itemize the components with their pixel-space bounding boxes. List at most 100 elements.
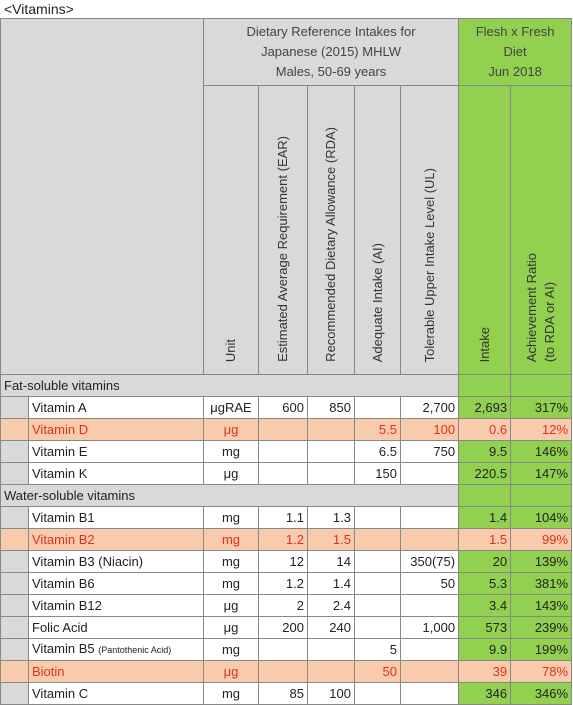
name-text: Vitamin B5 (32, 641, 95, 656)
data-row: Vitamin B2 mg 1.2 1.5 1.5 99% (0, 528, 573, 551)
data-row: Folic Acid μg 200 240 1,000 573 239% (0, 616, 573, 639)
data-row: Vitamin B12 μg 2 2.4 3.4 143% (0, 594, 573, 617)
cell-ear (258, 638, 308, 661)
cell-unit: μgRAE (203, 396, 259, 419)
cell-unit: μg (203, 418, 259, 441)
cell-rda: 100 (307, 682, 355, 705)
vitamins-table: Dietary Reference Intakes for Japanese (2… (0, 18, 573, 705)
indent-cell (0, 440, 29, 463)
cell-ai (354, 594, 401, 617)
column-header-text: Recommended Dietary Allowance (RDA) (322, 127, 340, 362)
cell-intake: 1.4 (458, 506, 512, 529)
header-line: Jun 2018 (488, 64, 542, 79)
column-header: Estimated Average Requirement (EAR) (258, 85, 308, 375)
column-header-text: Adequate Intake (AI) (369, 243, 387, 362)
cell-ear: 600 (258, 396, 308, 419)
cell-ear: 200 (258, 616, 308, 639)
column-header-text: Intake (476, 327, 494, 362)
data-row: Vitamin B5 (Pantothenic Acid) mg 5 9.9 199% (0, 638, 573, 661)
cell-ratio: 139% (510, 550, 573, 573)
indent-cell (0, 462, 29, 485)
header-line: Recommended Dietary Allowance (RDA) (323, 127, 338, 362)
cell-ai (354, 506, 401, 529)
cell-unit: mg (203, 528, 259, 551)
cell-unit: mg (203, 682, 259, 705)
data-row: Vitamin B3 (Niacin) mg 12 14 350(75) 20 139% (0, 550, 573, 573)
cell-ai (354, 396, 401, 419)
cell-intake: 20 (458, 550, 512, 573)
cell (510, 374, 573, 397)
section-row: Fat-soluble vitamins (0, 374, 573, 397)
indent-cell (0, 418, 29, 441)
cell-rda: 240 (307, 616, 355, 639)
cell-ul (399, 682, 460, 705)
cell-ul (399, 506, 460, 529)
indent-cell (0, 550, 29, 573)
cell-ai: 150 (354, 462, 401, 485)
cell (458, 374, 512, 397)
cell (458, 484, 512, 507)
column-header: Unit (203, 85, 259, 375)
header-line: Dietary Reference Intakes for (246, 24, 416, 39)
title: <Vitamins> (4, 1, 74, 17)
cell-ear: 1.2 (258, 572, 308, 595)
name-text: Biotin (32, 663, 65, 679)
cell-ul (399, 638, 460, 661)
cell-ai: 50 (354, 660, 401, 683)
cell-intake: 2,693 (458, 396, 512, 419)
data-row: Vitamin A μgRAE 600 850 2,700 2,693 317% (0, 396, 573, 419)
cell-ear: 1.1 (258, 506, 308, 529)
cell-ul: 750 (399, 440, 460, 463)
cell-intake: 346 (458, 682, 512, 705)
cell-ratio: 78% (510, 660, 573, 683)
data-row: Biotin μg 50 39 78% (0, 660, 573, 683)
cell-intake: 39 (458, 660, 512, 683)
header-line: Diet (503, 44, 527, 59)
indent-cell (0, 572, 29, 595)
cell-ratio: 99% (510, 528, 573, 551)
vitamin-name: Vitamin B1 (28, 506, 204, 529)
cell-rda (307, 418, 355, 441)
cell-ratio: 143% (510, 594, 573, 617)
cell-ul (399, 660, 460, 683)
ours-header: Flesh x Fresh Diet Jun 2018 (458, 18, 573, 86)
cell-rda: 850 (307, 396, 355, 419)
header-line: Tolerable Upper Intake Level (UL) (421, 167, 437, 362)
column-header: Achievement Ratio (to RDA or AI) (510, 85, 573, 375)
header-line: Flesh x Fresh (475, 24, 555, 39)
header-line: Japanese (2015) MHLW (261, 44, 401, 59)
header-line: Unit (223, 338, 238, 362)
header-line: (to RDA or AI) (542, 281, 558, 362)
cell-intake: 9.9 (458, 638, 512, 661)
cell-ai (354, 528, 401, 551)
column-header-text: Achievement Ratio (to RDA or AI) (523, 253, 559, 362)
cell-intake: 9.5 (458, 440, 512, 463)
cell-unit: μg (203, 462, 259, 485)
column-header: Intake (458, 85, 512, 375)
cell-intake: 573 (458, 616, 512, 639)
cell-ear (258, 440, 308, 463)
section-title: Water-soluble vitamins (0, 484, 460, 507)
name-text: Vitamin C (32, 685, 89, 701)
column-header: Tolerable Upper Intake Level (UL) (399, 85, 460, 375)
vitamin-name: Vitamin D (28, 418, 204, 441)
cell-ai: 5.5 (354, 418, 401, 441)
cell-ear: 1.2 (258, 528, 308, 551)
cell-unit: μg (203, 616, 259, 639)
name-text: Vitamin B3 (Niacin) (32, 553, 144, 569)
cell-ear: 2 (258, 594, 308, 617)
cell-rda: 1.4 (307, 572, 355, 595)
vitamin-name: Vitamin B5 (Pantothenic Acid) (28, 638, 204, 661)
section-row: Water-soluble vitamins (0, 484, 573, 507)
cell-unit: mg (203, 550, 259, 573)
cell-unit: μg (203, 660, 259, 683)
cell-unit: mg (203, 440, 259, 463)
cell-rda: 14 (307, 550, 355, 573)
cell-intake: 5.3 (458, 572, 512, 595)
cell-ear (258, 660, 308, 683)
header-line: Intake (476, 326, 492, 362)
cell-ul: 2,700 (399, 396, 460, 419)
cell-rda: 1.3 (307, 506, 355, 529)
cell-ul (399, 594, 460, 617)
